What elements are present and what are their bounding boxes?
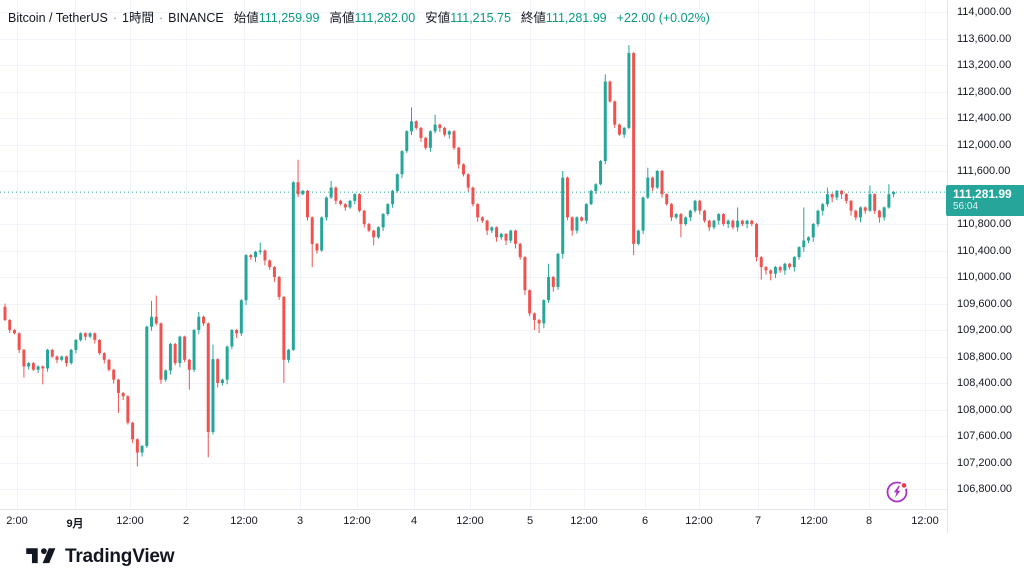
open-label: 始値 bbox=[233, 11, 259, 25]
footer: TradingView bbox=[0, 533, 1024, 586]
price-tick-label: 114,000.00 bbox=[957, 6, 1012, 18]
price-tick-label: 107,200.00 bbox=[957, 456, 1013, 469]
time-tick-label: 12:00 bbox=[911, 515, 939, 527]
tradingview-wordmark: TradingView bbox=[65, 545, 175, 567]
time-tick-label: 9月 bbox=[66, 518, 84, 530]
separator: · bbox=[158, 11, 164, 25]
time-tick-label: 12:00 bbox=[570, 515, 598, 527]
price-tick-label: 108,800.00 bbox=[957, 350, 1013, 363]
change-value: +22.00 (+0.02%) bbox=[616, 11, 710, 25]
price-tick-label: 107,600.00 bbox=[957, 430, 1013, 442]
price-tick-label: 110,000.00 bbox=[957, 271, 1012, 283]
time-tick-label: 6 bbox=[641, 515, 649, 527]
price-tick-label: 109,600.00 bbox=[957, 297, 1013, 310]
price-tick-label: 112,400.00 bbox=[957, 112, 1012, 124]
time-tick-label: 12:00 bbox=[116, 515, 144, 527]
close-label: 終値 bbox=[520, 11, 546, 25]
price-tick-label: 106,800.00 bbox=[957, 483, 1013, 495]
time-tick-label: 2 bbox=[182, 515, 190, 527]
low-value: 111,215.75 bbox=[450, 11, 511, 25]
close-value: 111,281.99 bbox=[545, 11, 607, 25]
price-tick-label: 112,800.00 bbox=[957, 85, 1012, 98]
time-tick-label: 8 bbox=[865, 515, 873, 527]
symbol-legend: Bitcoin / TetherUS · 1時間 · BINANCE 始値111,259.… bbox=[8, 7, 710, 26]
time-tick-label: 12:00 bbox=[230, 515, 258, 527]
high-value: 111,282.00 bbox=[354, 11, 416, 25]
chart-pane[interactable]: Bitcoin / TetherUS · 1時間 · BINANCE 始値111,259.… bbox=[0, 0, 947, 509]
price-tick-label: 108,400.00 bbox=[957, 377, 1013, 389]
separator: · bbox=[112, 11, 117, 25]
time-tick-label: 3 bbox=[296, 515, 304, 527]
flash-events-button[interactable] bbox=[884, 479, 910, 505]
time-tick-label: 5 bbox=[526, 515, 534, 527]
price-tick-label: 112,000.00 bbox=[957, 138, 1012, 151]
price-tick-label: 109,200.00 bbox=[957, 324, 1013, 336]
lightning-icon bbox=[886, 481, 908, 503]
bar-countdown: 56:04 bbox=[953, 201, 979, 213]
time-tick-label: 7 bbox=[754, 515, 762, 527]
interval-label: 1時間 bbox=[122, 11, 154, 25]
tradingview-logo[interactable]: TradingView bbox=[26, 545, 175, 568]
notification-dot-icon bbox=[900, 481, 908, 490]
price-tick-label: 113,600.00 bbox=[957, 32, 1012, 45]
time-axis[interactable]: 2:00 9月 12:00 2 12:00 3 12:00 4 12:00 5 12:00 6 12:0… bbox=[0, 509, 947, 534]
price-tick-label: 110,800.00 bbox=[957, 218, 1012, 230]
candlestick-chart[interactable] bbox=[0, 0, 947, 509]
tradingview-mark-icon bbox=[26, 548, 56, 564]
time-tick-label: 4 bbox=[410, 515, 418, 527]
high-label: 高値 bbox=[329, 11, 355, 25]
time-tick-label: 12:00 bbox=[685, 515, 713, 527]
price-axis[interactable]: 111,281.99 56:04 114,000.00 113,600.00 113… bbox=[946, 0, 1024, 533]
price-tick-label: 110,400.00 bbox=[957, 244, 1012, 257]
symbol-name: Bitcoin / TetherUS bbox=[8, 11, 108, 25]
current-price-badge: 111,281.99 56:04 bbox=[946, 185, 1024, 217]
exchange-label: BINANCE bbox=[168, 11, 224, 25]
current-price-value: 111,281.99 bbox=[953, 187, 1012, 202]
open-value: 111,259.99 bbox=[258, 11, 320, 25]
time-tick-label: 12:00 bbox=[343, 515, 371, 527]
price-tick-label: 111,600.00 bbox=[957, 165, 1011, 177]
low-label: 安値 bbox=[425, 11, 451, 25]
time-tick-label: 12:00 bbox=[800, 515, 828, 527]
price-tick-label: 113,200.00 bbox=[957, 59, 1012, 71]
time-tick-label: 2:00 bbox=[6, 515, 28, 527]
time-tick-label: 12:00 bbox=[456, 515, 484, 527]
price-tick-label: 108,000.00 bbox=[957, 403, 1013, 416]
